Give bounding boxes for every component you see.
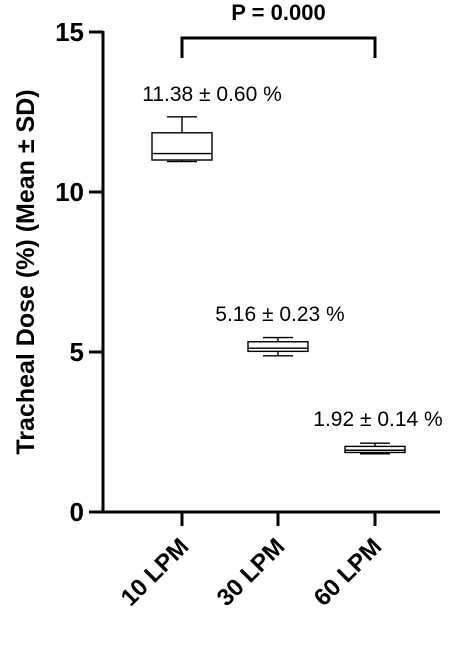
y-tick-label: 15 (55, 17, 84, 47)
y-axis-label: Tracheal Dose (%) (Mean ± SD) (12, 89, 40, 454)
x-tick-label: 60 LPM (309, 533, 388, 612)
bracket-line (180, 36, 377, 58)
box-10-lpm (151, 116, 213, 163)
x-tick-label: 30 LPM (212, 533, 291, 612)
axes (101, 31, 440, 514)
box-60-lpm (344, 442, 406, 455)
y-tick-label: 0 (70, 497, 84, 527)
x-ticks: 10 LPM 30 LPM 60 LPM (116, 512, 388, 612)
annotations: 11.38 ± 0.60 % 5.16 ± 0.23 % 1.92 ± 0.14 % (142, 83, 443, 431)
boxes (151, 116, 406, 455)
y-tick-label: 5 (70, 337, 84, 367)
interquartile-box (344, 445, 406, 454)
box-30-lpm (247, 336, 309, 357)
interquartile-box (151, 132, 213, 161)
p-value-label: P = 0.000 (231, 0, 325, 25)
y-tick-label: 10 (55, 177, 84, 207)
mean-sd-label: 5.16 ± 0.23 % (215, 303, 344, 326)
y-ticks: 0 5 10 15 (55, 17, 103, 527)
mean-sd-label: 1.92 ± 0.14 % (313, 408, 442, 431)
significance-bracket: P = 0.000 (180, 0, 377, 58)
x-tick-label: 10 LPM (116, 533, 195, 612)
interquartile-box (247, 341, 309, 353)
mean-sd-label: 11.38 ± 0.60 % (142, 83, 282, 106)
